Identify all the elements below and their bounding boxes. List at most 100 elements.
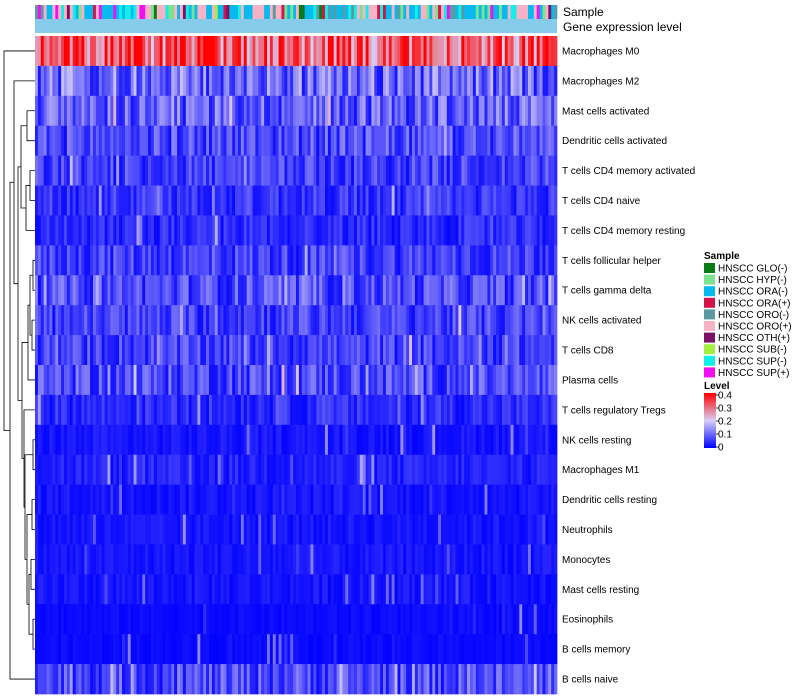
heatmap-cell xyxy=(130,634,134,665)
heatmap-cell xyxy=(339,574,343,605)
heatmap-cell xyxy=(156,215,161,246)
heatmap-cell xyxy=(174,604,178,635)
heatmap-cell xyxy=(348,604,352,635)
heatmap-cell xyxy=(333,664,337,695)
heatmap-cell xyxy=(446,365,451,396)
heatmap-cell xyxy=(87,634,91,665)
heatmap-cell xyxy=(148,394,152,426)
heatmap-cell xyxy=(156,604,161,635)
heatmap-cell xyxy=(319,245,323,276)
heatmap-cell xyxy=(452,394,456,426)
heatmap-cell xyxy=(84,305,88,336)
heatmap-cell xyxy=(174,215,178,246)
heatmap-cell xyxy=(133,424,137,456)
heatmap-cell xyxy=(171,275,175,306)
heatmap-cell xyxy=(188,574,192,605)
heatmap-cell xyxy=(182,215,187,246)
heatmap-cell xyxy=(171,454,175,485)
heatmap-cell xyxy=(385,484,390,515)
heatmap-cell xyxy=(519,95,523,127)
heatmap-cell xyxy=(330,514,335,545)
heatmap-cell xyxy=(168,454,172,485)
heatmap-cell xyxy=(499,604,503,635)
heatmap-cell xyxy=(49,544,53,575)
sample-annotation-cell xyxy=(426,5,430,19)
heatmap-cell xyxy=(220,664,224,695)
heatmap-cell xyxy=(525,604,529,635)
heatmap-cell xyxy=(46,36,50,67)
heatmap-cell xyxy=(162,155,166,186)
heatmap-cell xyxy=(397,484,401,515)
heatmap-cell xyxy=(406,185,410,216)
heatmap-cell xyxy=(429,424,433,456)
heatmap-cell xyxy=(139,245,143,276)
heatmap-cell xyxy=(470,424,474,456)
heatmap-cell xyxy=(223,155,227,186)
heatmap-cell xyxy=(327,604,332,635)
heatmap-cell xyxy=(319,514,323,545)
heatmap-cell xyxy=(217,185,221,216)
heatmap-cell xyxy=(151,305,155,336)
heatmap-cell xyxy=(209,514,213,545)
heatmap-cell xyxy=(180,514,184,545)
heatmap-cell xyxy=(461,365,465,396)
heatmap-cell xyxy=(391,424,395,456)
heatmap-cell xyxy=(171,424,175,456)
heatmap-cell xyxy=(507,245,511,276)
heatmap-cell xyxy=(490,394,494,426)
heatmap-cell xyxy=(84,125,88,156)
heatmap-cell xyxy=(298,454,303,485)
heatmap-cell xyxy=(316,394,320,426)
heatmap-cell xyxy=(113,484,117,515)
heatmap-cell xyxy=(504,125,509,156)
heatmap-cell xyxy=(412,544,416,575)
heatmap-cell xyxy=(133,454,137,485)
heatmap-cell xyxy=(325,484,329,515)
heatmap-cell xyxy=(162,484,166,515)
sample-annotation-cell xyxy=(61,5,65,19)
heatmap-cell xyxy=(354,95,358,127)
heatmap-cell xyxy=(304,215,308,246)
heatmap-cell xyxy=(501,155,506,186)
heatmap-cell xyxy=(151,185,155,216)
heatmap-cell xyxy=(397,514,401,545)
heatmap-cell xyxy=(296,155,300,186)
heatmap-cell xyxy=(301,604,306,635)
heatmap-cell xyxy=(406,664,410,695)
heatmap-cell xyxy=(510,454,514,485)
heatmap-cell xyxy=(133,335,137,366)
heatmap-cell xyxy=(519,305,523,336)
heatmap-cell xyxy=(487,335,491,366)
track-label-sample: Sample xyxy=(563,5,604,19)
heatmap-cell xyxy=(177,454,181,485)
heatmap-cell xyxy=(501,275,506,306)
heatmap-cell xyxy=(455,305,459,336)
heatmap-cell xyxy=(458,275,462,306)
heatmap-cell xyxy=(136,125,140,156)
heatmap-cell xyxy=(426,155,430,186)
heatmap-cell xyxy=(177,424,181,456)
heatmap-cell xyxy=(290,544,294,575)
level-tick-label: 0.4 xyxy=(718,391,732,402)
heatmap-cell xyxy=(414,125,419,156)
heatmap-cell xyxy=(37,664,42,695)
heatmap-cell xyxy=(536,65,540,97)
heatmap-cell xyxy=(240,664,245,695)
heatmap-cell xyxy=(310,604,314,635)
heatmap-cell xyxy=(507,275,511,306)
row-label: T cells CD4 naive xyxy=(562,196,641,207)
heatmap-cell xyxy=(287,245,291,276)
heatmap-cell xyxy=(151,544,155,575)
heatmap-cell xyxy=(554,125,558,156)
heatmap-cell xyxy=(55,454,59,485)
heatmap-cell xyxy=(316,215,320,246)
heatmap-cell xyxy=(510,275,514,306)
heatmap-cell xyxy=(206,365,210,396)
heatmap-cell xyxy=(98,36,103,67)
heatmap-cell xyxy=(93,335,97,366)
heatmap-cell xyxy=(177,185,181,216)
heatmap-cell xyxy=(530,574,535,605)
heatmap-cell xyxy=(499,275,503,306)
heatmap-cell xyxy=(554,365,558,396)
heatmap-cell xyxy=(281,634,285,665)
